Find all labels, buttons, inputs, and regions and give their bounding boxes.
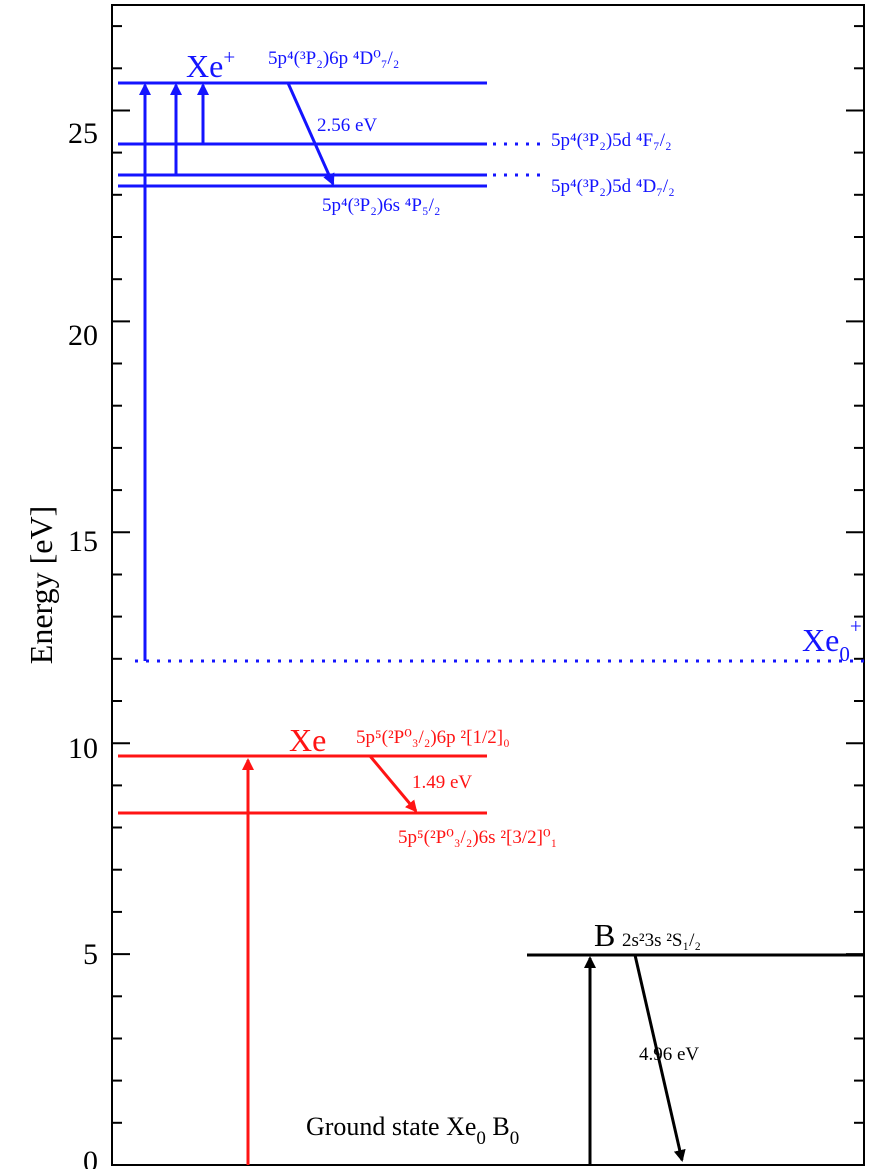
label-emission-xe-ion: 2.56 eV bbox=[317, 115, 377, 136]
tick-label-25: 25 bbox=[68, 117, 98, 150]
label-xe-6p: 5p⁵(²P⁰₃/₂)6p ²[1/2]₀ bbox=[356, 727, 510, 748]
label-b-species: B bbox=[594, 917, 615, 953]
tick-label-10: 10 bbox=[68, 732, 98, 765]
label-emission-b: 4.96 eV bbox=[639, 1044, 699, 1065]
label-xe-6s: 5p⁵(²P⁰₃/₂)6s ²[3/2]⁰₁ bbox=[398, 827, 557, 848]
label-xe0-ion: Xe0+ bbox=[802, 614, 862, 666]
label-xe-ion-5d-d: 5p⁴(³P₂)5d ⁴D₇/₂ bbox=[551, 176, 675, 197]
tick-label-5: 5 bbox=[83, 938, 98, 971]
tick-label-20: 20 bbox=[68, 319, 98, 352]
y-axis-ticks bbox=[112, 25, 864, 1166]
emission-arrow-b bbox=[633, 954, 686, 1162]
label-xe-ion-6p: 5p⁴(³P₂)6p ⁴D⁰₇/₂ bbox=[268, 48, 399, 69]
label-xe-ion-species: Xe+ bbox=[186, 45, 235, 84]
emission-arrow-xe-ion bbox=[286, 82, 335, 186]
label-xe-species: Xe bbox=[289, 722, 326, 758]
emission-arrow-xe bbox=[368, 755, 418, 813]
plot-frame bbox=[111, 4, 865, 1166]
y-axis-label: Energy [eV] bbox=[23, 506, 59, 664]
label-ground-state: Ground state Xe0 B0 bbox=[306, 1112, 519, 1149]
label-xe-ion-6s: 5p⁴(³P₂)6s ⁴P₅/₂ bbox=[322, 195, 441, 216]
tick-label-15: 15 bbox=[68, 525, 98, 558]
label-b-3s: 2s²3s ²S₁/₂ bbox=[622, 930, 701, 951]
tick-label-0: 0 bbox=[83, 1145, 98, 1169]
label-xe-ion-5d-f: 5p⁴(³P₂)5d ⁴F₇/₂ bbox=[551, 130, 672, 151]
label-emission-xe: 1.49 eV bbox=[412, 772, 472, 793]
